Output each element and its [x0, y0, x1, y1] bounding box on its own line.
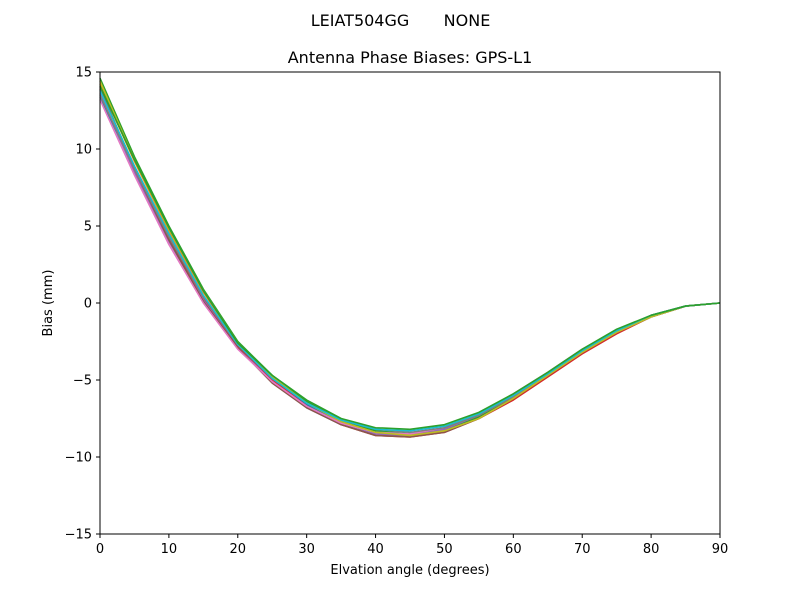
y-tick-label: 5	[84, 220, 92, 235]
x-tick-label: 90	[712, 542, 729, 557]
y-tick-label: −15	[65, 528, 92, 543]
y-axis-label: Bias (mm)	[41, 270, 56, 337]
chart-title: Antenna Phase Biases: GPS-L1	[288, 48, 533, 67]
x-tick-label: 20	[230, 542, 247, 557]
y-axis-ticks: −15 −10 −5 0 5 10 15	[65, 66, 100, 543]
y-tick-label: −10	[65, 451, 92, 466]
y-tick-label: 10	[75, 143, 92, 158]
x-tick-label: 0	[96, 542, 104, 557]
x-tick-label: 10	[161, 542, 178, 557]
y-tick-label: 15	[75, 66, 92, 81]
series-layer	[99, 77, 721, 438]
suptitle-antenna: LEIAT504GG	[311, 11, 410, 30]
x-axis-ticks: 0 10 20 30 40 50 60 70 80 90	[96, 534, 728, 557]
x-tick-label: 50	[436, 542, 453, 557]
x-tick-label: 70	[574, 542, 591, 557]
series-line-11	[99, 85, 721, 431]
y-tick-label: −5	[73, 374, 92, 389]
y-tick-label: 0	[84, 297, 92, 312]
series-line-10	[99, 90, 721, 432]
x-tick-label: 60	[505, 542, 522, 557]
suptitle-radome: NONE	[444, 11, 491, 30]
x-tick-label: 30	[298, 542, 315, 557]
x-tick-label: 80	[643, 542, 660, 557]
x-tick-label: 40	[367, 542, 384, 557]
plot-frame	[99, 71, 721, 535]
plot-area	[100, 72, 720, 534]
x-axis-label: Elvation angle (degrees)	[330, 563, 489, 578]
